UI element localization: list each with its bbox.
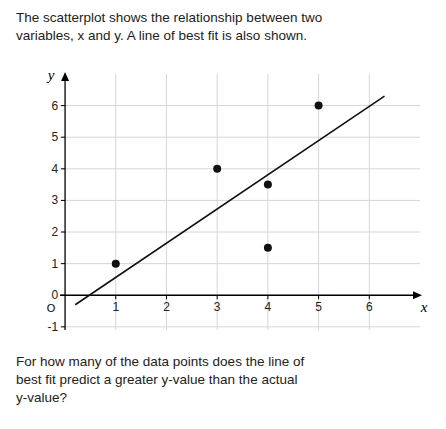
point xyxy=(213,165,221,173)
tick xyxy=(217,295,218,299)
fit-line xyxy=(75,96,384,305)
title-line: The scatterplot shows the relationship b… xyxy=(16,10,322,25)
tick xyxy=(369,295,370,299)
grid-line xyxy=(60,232,420,233)
footer-line: best fit predict a greater y-value than … xyxy=(16,372,297,387)
chart: The scatterplot shows the relationship b… xyxy=(0,0,446,429)
tick xyxy=(61,326,65,327)
grid-line xyxy=(60,137,420,138)
y-label: y xyxy=(46,67,55,83)
tick-label: 2 xyxy=(163,300,170,314)
tick-label: 4 xyxy=(51,162,58,176)
point xyxy=(264,181,272,189)
grid-line xyxy=(166,74,167,330)
tick xyxy=(61,105,65,106)
tick-label: 1 xyxy=(112,300,119,314)
tick-label: 3 xyxy=(214,300,221,314)
tick-label: 0 xyxy=(51,288,58,302)
point xyxy=(112,260,120,268)
tick xyxy=(61,137,65,138)
lines xyxy=(75,96,384,305)
tick xyxy=(61,200,65,201)
grid-line xyxy=(60,200,420,201)
tick xyxy=(166,295,167,299)
points xyxy=(112,102,323,268)
tick xyxy=(61,295,65,296)
title-line: variables, x and y. A line of best fit i… xyxy=(16,28,307,43)
tick xyxy=(61,168,65,169)
grid-line xyxy=(60,105,420,106)
grid-line xyxy=(267,74,268,330)
tick-label: 1 xyxy=(51,257,58,271)
tick-label: 6 xyxy=(366,300,373,314)
axis-arrow xyxy=(61,72,69,81)
axis-arrow xyxy=(413,291,422,299)
footer-line: For how many of the data points does the… xyxy=(16,354,304,369)
y-axis xyxy=(64,74,65,330)
tick xyxy=(61,232,65,233)
tick-label: 2 xyxy=(51,225,58,239)
tick-label: 6 xyxy=(51,99,58,113)
tick xyxy=(267,295,268,299)
tick-label: 5 xyxy=(315,300,322,314)
tick xyxy=(61,263,65,264)
title: The scatterplot shows the relationship b… xyxy=(16,10,322,43)
tick xyxy=(115,295,116,299)
grid-line xyxy=(217,74,218,330)
origin-label: O xyxy=(47,302,56,314)
x-label: x xyxy=(420,299,428,315)
data xyxy=(75,96,384,305)
grid-line xyxy=(115,74,116,330)
tick-label: 3 xyxy=(51,193,58,207)
footer-line: y-value? xyxy=(16,390,67,405)
tick-label: 5 xyxy=(51,130,58,144)
grid xyxy=(60,74,420,330)
grid-line xyxy=(60,168,420,169)
tick-label: -1 xyxy=(47,320,58,334)
grid-line xyxy=(60,295,420,296)
tick xyxy=(318,295,319,299)
point xyxy=(315,102,323,110)
x-axis xyxy=(60,295,420,296)
tick-label: 4 xyxy=(265,300,272,314)
grid-line xyxy=(60,326,420,327)
axes: 1 2 3 4 5 6 -1 0 1 2 3 4 5 6 xyxy=(47,72,422,334)
point xyxy=(264,244,272,252)
grid-line xyxy=(318,74,319,330)
footer: For how many of the data points does the… xyxy=(16,354,304,405)
grid-line xyxy=(369,74,370,330)
